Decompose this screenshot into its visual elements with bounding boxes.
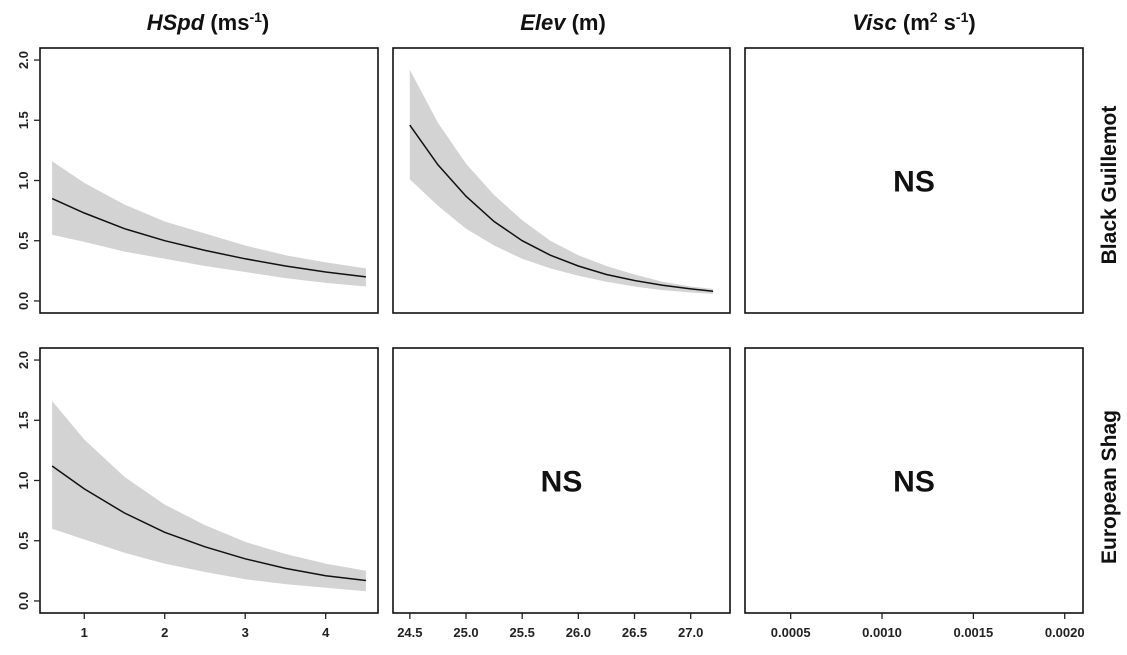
panel-european-shag-visc: NS 0.0005 0.0010 0.0015 0.0020 (744, 347, 1085, 640)
y-tick-label: 0.0 (16, 292, 31, 310)
y-tick-label: 0.0 (16, 592, 31, 610)
x-tick-label: 26.0 (566, 625, 591, 640)
x-tick-label: 0.0015 (953, 625, 993, 640)
x-tick-label: 25.0 (453, 625, 478, 640)
y-tick-label: 1.5 (16, 411, 31, 429)
column-title-visc: Visc (m2 s-1) (852, 9, 975, 35)
panel-black-guillemot-elev (392, 47, 731, 314)
panel-frame (392, 347, 731, 614)
y-tick-label: 2.0 (16, 351, 31, 369)
y-tick-label: 2.0 (16, 51, 31, 69)
y-tick-label: 0.5 (16, 232, 31, 250)
row-title-european-shag: European Shag (1098, 410, 1121, 564)
x-tick-label: 26.5 (622, 625, 647, 640)
x-tick-label: 0.0020 (1045, 625, 1085, 640)
fitted-curve-black-guillemot-elev (409, 124, 714, 293)
y-tick-label: 1.5 (16, 111, 31, 129)
panel-black-guillemot-hspd: 0.0 0.5 1.0 1.5 2.0 (16, 47, 379, 314)
confidence-band-black-guillemot-hspd (52, 161, 366, 287)
ns-annotation: NS (893, 466, 935, 499)
x-tick-label: 27.0 (678, 625, 703, 640)
x-tick-label: 24.5 (397, 625, 422, 640)
confidence-band-european-shag-hspd (52, 401, 366, 592)
y-tick-label: 1.0 (16, 471, 31, 489)
y-tick-label: 1.0 (16, 171, 31, 189)
x-tick-label: 2 (161, 625, 168, 640)
column-title-hspd: HSpd (ms-1) (147, 9, 269, 35)
panel-european-shag-hspd: 0.0 0.5 1.0 1.5 2.0 1 2 3 4 (16, 347, 379, 640)
x-tick-label: 0.0010 (862, 625, 902, 640)
ns-annotation: NS (893, 166, 935, 199)
y-tick-label: 0.5 (16, 532, 31, 550)
x-tick-label: 25.5 (510, 625, 535, 640)
x-tick-label: 4 (322, 625, 330, 640)
ns-annotation: NS (541, 466, 583, 499)
column-title-elev: Elev (m) (520, 10, 606, 35)
fitted-curve-european-shag-hspd (51, 465, 366, 582)
panel-frame (744, 47, 1084, 314)
confidence-band-black-guillemot-elev (409, 69, 714, 294)
fitted-curve-black-guillemot-hspd (51, 197, 366, 278)
x-tick-label: 3 (242, 625, 249, 640)
panel-frame (392, 47, 731, 314)
x-tick-label: 0.0005 (771, 625, 811, 640)
panel-european-shag-elev: NS 24.5 25.0 25.5 26.0 26.5 27.0 (392, 347, 731, 640)
row-title-black-guillemot: Black Guillemot (1098, 106, 1121, 265)
panel-black-guillemot-visc: NS (744, 47, 1084, 314)
x-tick-label: 1 (81, 625, 88, 640)
panel-frame (744, 347, 1084, 614)
